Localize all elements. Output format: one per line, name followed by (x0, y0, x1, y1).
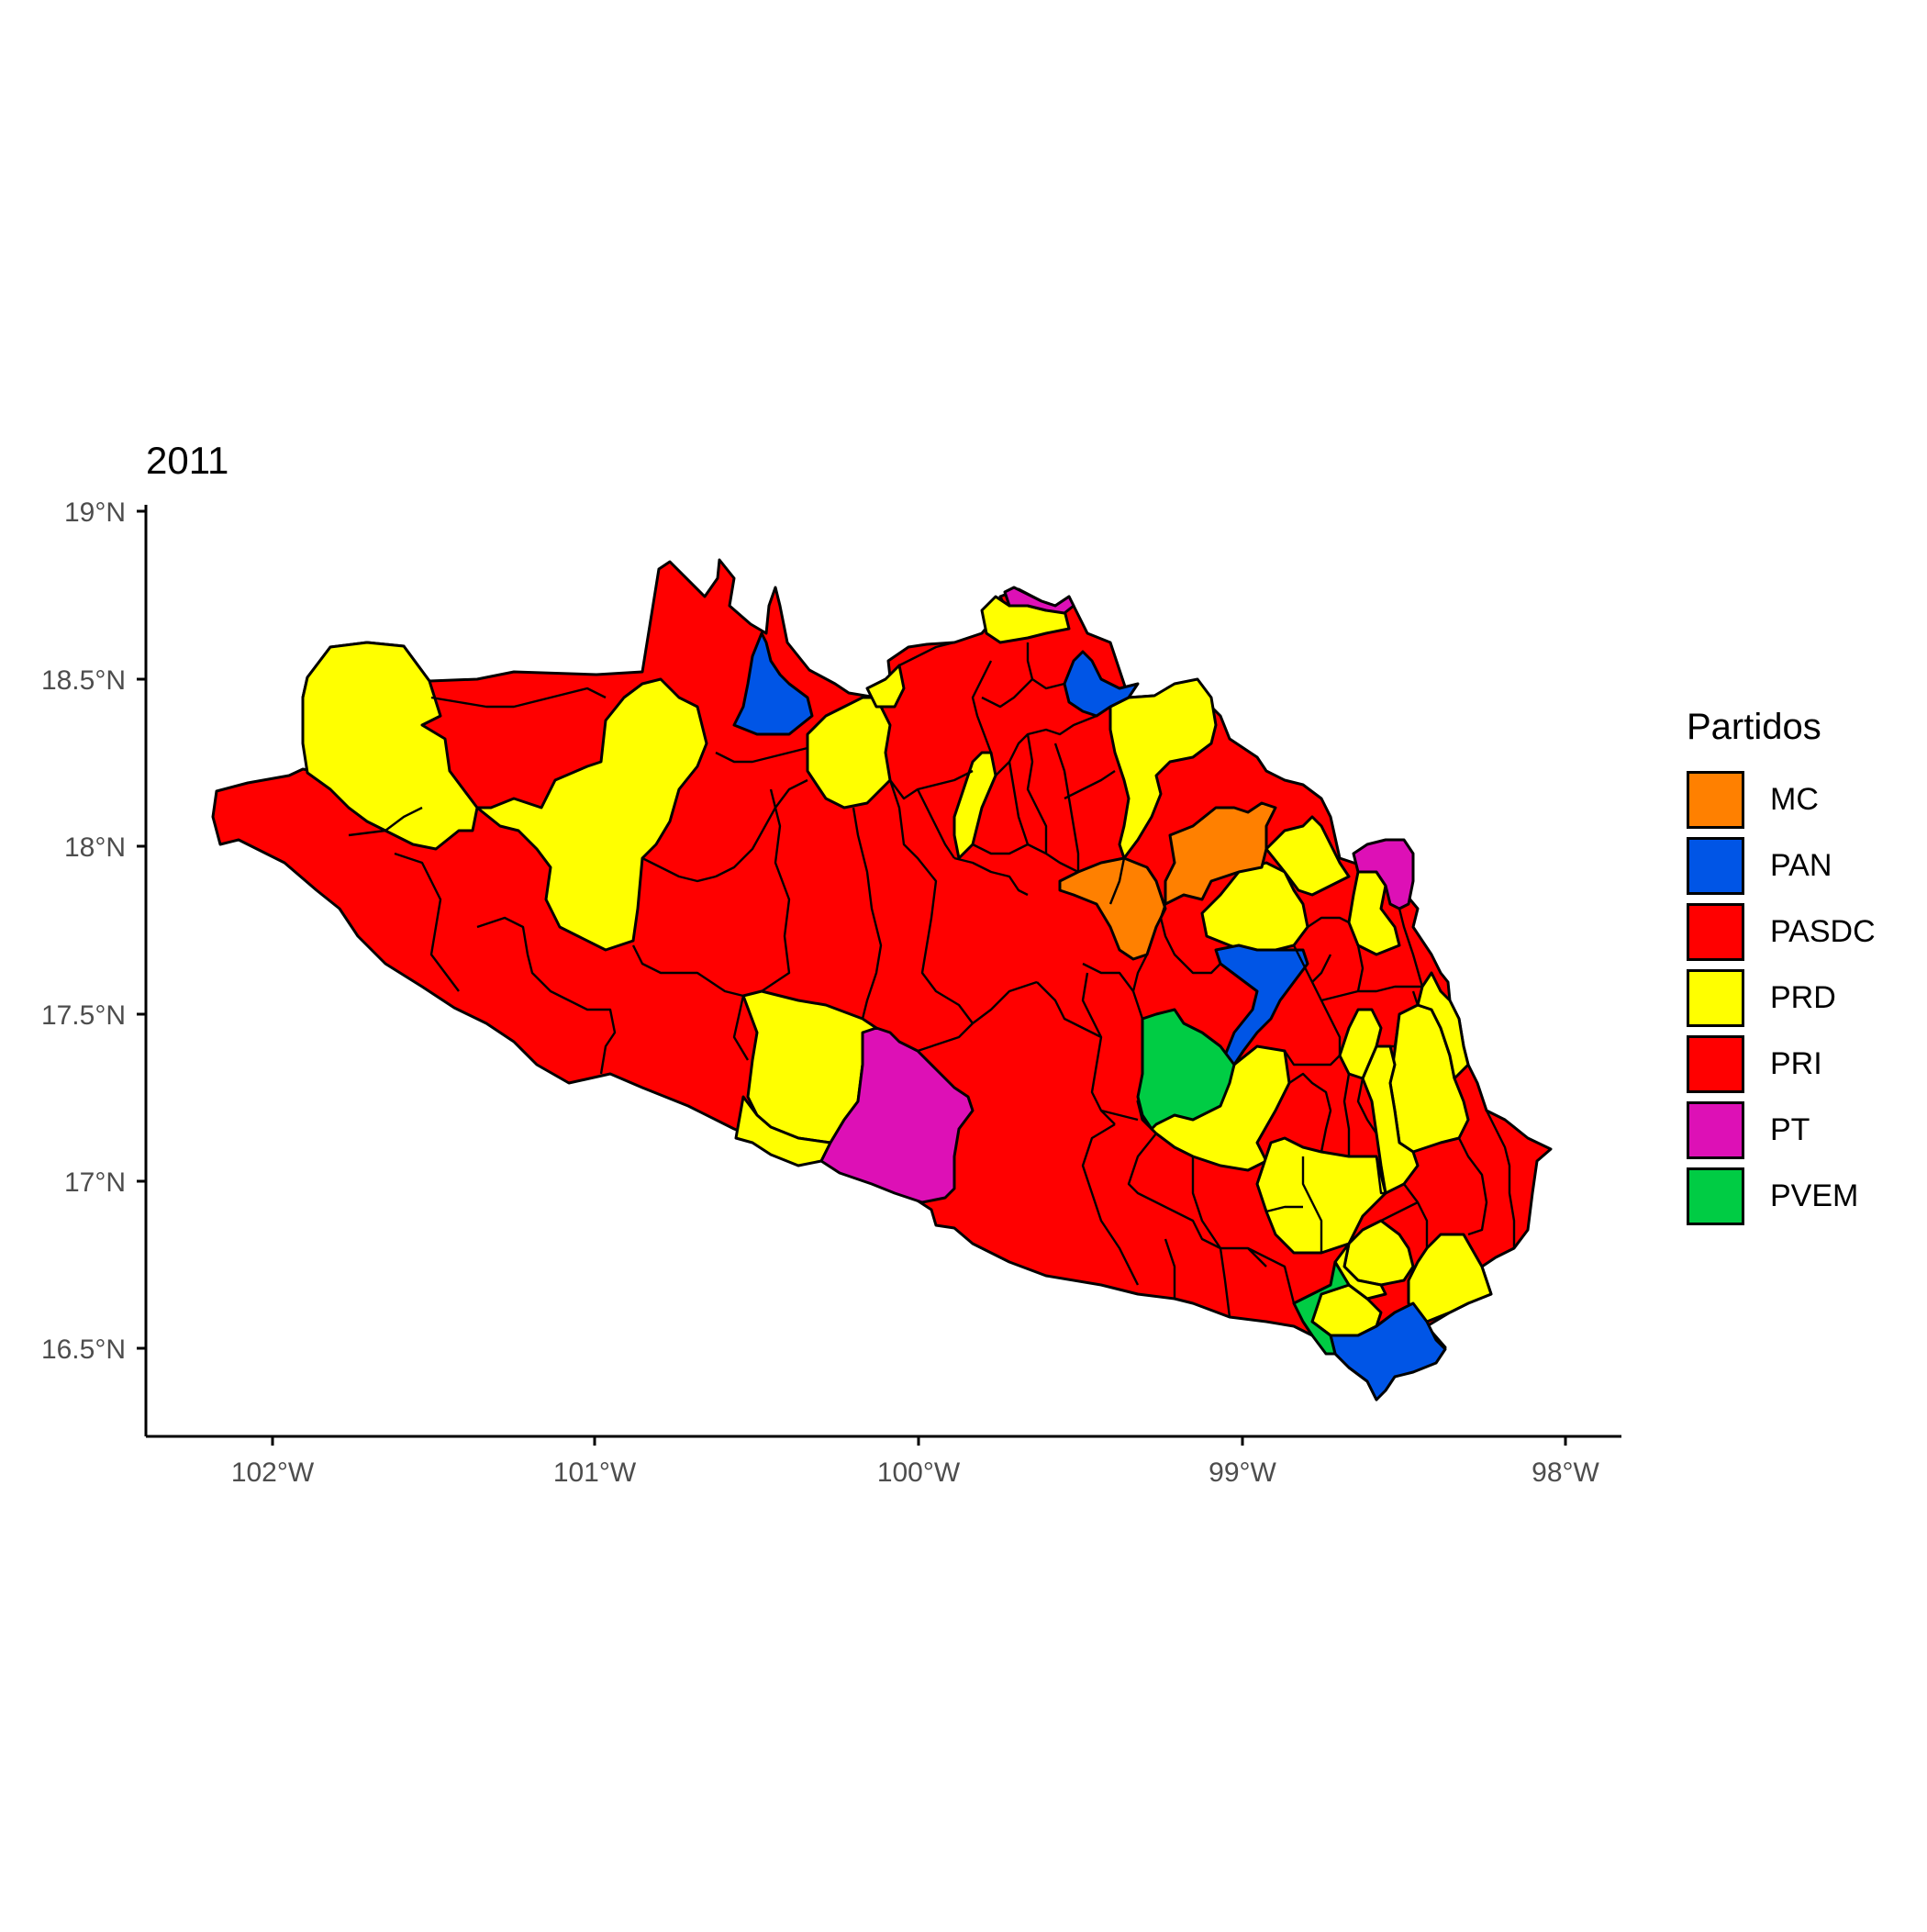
legend-item[interactable]: PAN (1687, 832, 1876, 899)
legend-key (1687, 1167, 1744, 1225)
legend-title: Partidos (1687, 707, 1821, 747)
legend-key (1687, 902, 1744, 961)
legend-item[interactable]: PVEM (1687, 1163, 1876, 1229)
region-mc-2[interactable] (1164, 801, 1277, 906)
legend-label: PRD (1770, 979, 1836, 1015)
y-tick-label: 18.5°N (41, 665, 126, 696)
y-tick-label: 16.5°N (41, 1335, 126, 1365)
axes (137, 505, 1621, 1446)
legend-key (1687, 1034, 1744, 1093)
municipal-boundaries (348, 631, 1516, 1318)
plot-title: 2011 (146, 439, 229, 482)
legend-key (1687, 770, 1744, 829)
y-tick-labels: 19°N 18.5°N 18°N 17.5°N 17°N 16.5°N (41, 497, 126, 1365)
region-prd-17[interactable] (1338, 1008, 1383, 1080)
region-mc-1[interactable] (1058, 856, 1167, 961)
region-pt-2[interactable] (1003, 586, 1075, 615)
region-prd-13[interactable] (1255, 1136, 1387, 1255)
region-pt-1[interactable] (819, 1026, 975, 1204)
y-tick-label: 17.5°N (41, 1000, 126, 1031)
legend-item[interactable]: MC (1687, 766, 1876, 832)
region-prd-16[interactable] (1361, 1044, 1420, 1195)
x-tick-labels: 102°W 101°W 100°W 99°W 98°W (231, 1457, 1600, 1488)
legend-item[interactable]: PT (1687, 1097, 1876, 1163)
legend-label: PVEM (1770, 1178, 1859, 1213)
region-pt-3[interactable] (1352, 838, 1415, 910)
legend-key (1687, 968, 1744, 1027)
region-prd-11[interactable] (1264, 815, 1351, 897)
legend-label: PRI (1770, 1045, 1822, 1081)
legend-label: PT (1770, 1111, 1810, 1147)
x-tick-label: 99°W (1209, 1457, 1276, 1488)
x-tick-label: 102°W (231, 1457, 315, 1488)
region-prd-9[interactable] (1108, 677, 1218, 860)
region-prd-8[interactable] (980, 595, 1071, 644)
legend-key (1687, 1100, 1744, 1159)
x-tick-label: 98°W (1532, 1457, 1599, 1488)
legend-label: PASDC (1770, 913, 1876, 949)
legend-label: PAN (1770, 847, 1832, 883)
legend-item[interactable]: PRD (1687, 965, 1876, 1031)
region-prd-20[interactable] (1407, 1233, 1493, 1323)
y-tick-label: 17°N (64, 1167, 126, 1198)
legend: Partidos MC PAN PASDC PRD PRI PT PVEM (1687, 707, 1876, 1229)
region-pvem-1[interactable] (1136, 1008, 1236, 1131)
region-prd-2[interactable] (475, 677, 708, 952)
region-pan-3[interactable] (1214, 944, 1309, 1067)
legend-label: MC (1770, 781, 1819, 817)
legend-item[interactable]: PASDC (1687, 899, 1876, 965)
region-pan-2[interactable] (1063, 650, 1140, 718)
region-prd-22[interactable] (1333, 1242, 1387, 1301)
region-prd-6[interactable] (865, 664, 906, 709)
x-tick-label: 100°W (877, 1457, 961, 1488)
x-tick-label: 101°W (553, 1457, 637, 1488)
region-prd-5[interactable] (806, 696, 892, 810)
y-tick-label: 19°N (64, 497, 126, 528)
region-pvem-2[interactable] (1292, 1260, 1351, 1356)
region-prd-1[interactable] (301, 641, 479, 851)
y-tick-label: 18°N (64, 832, 126, 863)
legend-item[interactable]: PRI (1687, 1031, 1876, 1097)
legend-key (1687, 836, 1744, 895)
region-pan-4[interactable] (1329, 1301, 1447, 1402)
region-pan-1[interactable] (732, 631, 814, 736)
